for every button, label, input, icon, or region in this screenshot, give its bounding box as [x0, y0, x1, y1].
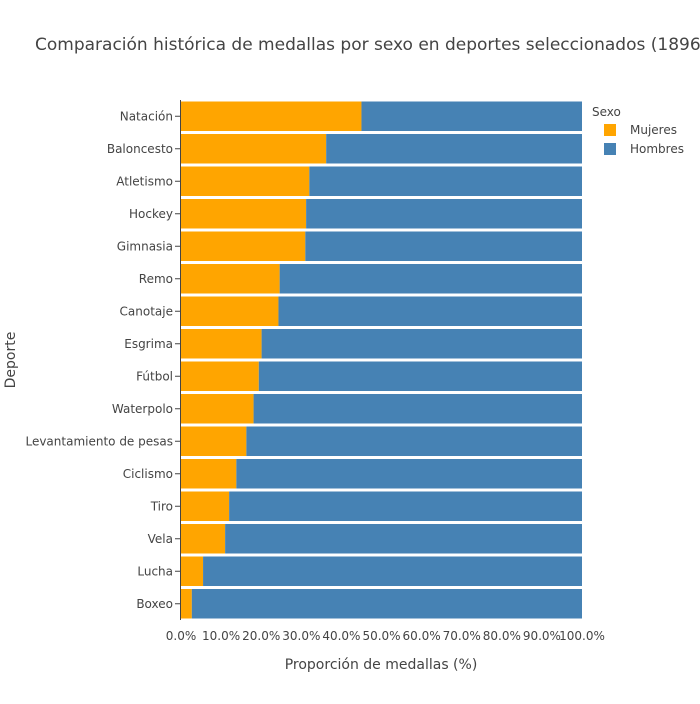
bar-mujeres-futbol: [181, 361, 259, 391]
x-tick-label-10: 100.0%: [559, 629, 605, 643]
legend-swatch-mujeres: [604, 124, 616, 136]
bar-hombres-tiro: [229, 491, 582, 521]
bar-hombres-natacion: [361, 101, 582, 131]
x-tick-label-1: 10.0%: [202, 629, 240, 643]
bar-hombres-futbol: [258, 361, 582, 391]
legend-label-mujeres: Mujeres: [630, 123, 677, 137]
bar-hombres-waterpolo: [253, 394, 582, 424]
y-tick-label-lucha: Lucha: [137, 564, 173, 578]
bar-mujeres-gimnasia: [181, 231, 306, 261]
bar-mujeres-waterpolo: [181, 394, 254, 424]
x-tick-label-7: 70.0%: [443, 629, 481, 643]
y-tick-labels: Natación Baloncesto Atletismo Hockey Gimnasi…: [25, 109, 181, 611]
bar-hombres-remo: [279, 264, 582, 294]
bar-hombres-levantamiento-de-pesas: [246, 426, 582, 456]
y-tick-label-waterpolo: Waterpolo: [112, 402, 173, 416]
bar-mujeres-lucha: [181, 556, 204, 586]
bar-hombres-hockey: [306, 199, 582, 229]
y-tick-label-remo: Remo: [139, 272, 173, 286]
bar-mujeres-ciclismo: [181, 459, 237, 489]
bar-mujeres-esgrima: [181, 329, 262, 359]
y-tick-label-atletismo: Atletismo: [116, 174, 173, 188]
legend-items: Mujeres Hombres: [604, 123, 684, 156]
bars-group: [181, 101, 583, 619]
legend: Sexo Mujeres Hombres: [592, 105, 684, 156]
bar-hombres-ciclismo: [236, 459, 582, 489]
y-tick-label-natacion: Natación: [120, 109, 173, 123]
bar-hombres-boxeo: [191, 589, 582, 619]
y-axis-title: Deporte: [3, 332, 19, 389]
y-tick-label-canotaje: Canotaje: [120, 304, 173, 318]
bar-mujeres-vela: [181, 524, 226, 554]
x-tick-label-8: 80.0%: [483, 629, 521, 643]
x-tick-labels: 0.0% 10.0% 20.0% 30.0% 40.0% 50.0% 60.0% 70.0% 8…: [166, 629, 605, 643]
y-tick-label-levantamiento-de-pesas: Levantamiento de pesas: [25, 434, 173, 448]
bar-hombres-esgrima: [261, 329, 582, 359]
y-tick-label-tiro: Tiro: [150, 499, 173, 513]
x-tick-label-4: 40.0%: [322, 629, 360, 643]
x-tick-label-0: 0.0%: [166, 629, 197, 643]
x-tick-label-5: 50.0%: [362, 629, 400, 643]
bar-hombres-lucha: [203, 556, 582, 586]
y-tick-label-gimnasia: Gimnasia: [117, 239, 173, 253]
bar-hombres-atletismo: [309, 166, 582, 196]
bar-mujeres-canotaje: [181, 296, 279, 326]
x-tick-label-6: 60.0%: [403, 629, 441, 643]
legend-label-hombres: Hombres: [630, 142, 684, 156]
bar-hombres-vela: [225, 524, 583, 554]
x-tick-label-3: 30.0%: [282, 629, 320, 643]
y-tick-label-vela: Vela: [148, 532, 173, 546]
bar-mujeres-tiro: [181, 491, 230, 521]
bar-mujeres-remo: [181, 264, 280, 294]
y-tick-label-esgrima: Esgrima: [124, 337, 173, 351]
bar-hombres-gimnasia: [305, 231, 582, 261]
x-tick-label-9: 90.0%: [523, 629, 561, 643]
y-tick-label-boxeo: Boxeo: [136, 597, 173, 611]
y-tick-label-ciclismo: Ciclismo: [123, 467, 173, 481]
bar-mujeres-levantamiento-de-pesas: [181, 426, 247, 456]
bar-hombres-canotaje: [278, 296, 582, 326]
legend-swatch-hombres: [604, 143, 616, 155]
y-tick-label-hockey: Hockey: [129, 207, 173, 221]
bar-mujeres-baloncesto: [181, 134, 327, 164]
chart-title: Comparación histórica de medallas por se…: [35, 35, 700, 55]
bar-mujeres-natacion: [181, 101, 362, 131]
x-axis-title: Proporción de medallas (%): [285, 657, 478, 673]
legend-title: Sexo: [592, 105, 621, 119]
y-tick-label-futbol: Fútbol: [136, 369, 173, 383]
bar-mujeres-boxeo: [181, 589, 192, 619]
bar-hombres-baloncesto: [326, 134, 582, 164]
y-tick-label-baloncesto: Baloncesto: [107, 142, 173, 156]
x-tick-label-2: 20.0%: [242, 629, 280, 643]
bar-mujeres-hockey: [181, 199, 307, 229]
bar-mujeres-atletismo: [181, 166, 310, 196]
